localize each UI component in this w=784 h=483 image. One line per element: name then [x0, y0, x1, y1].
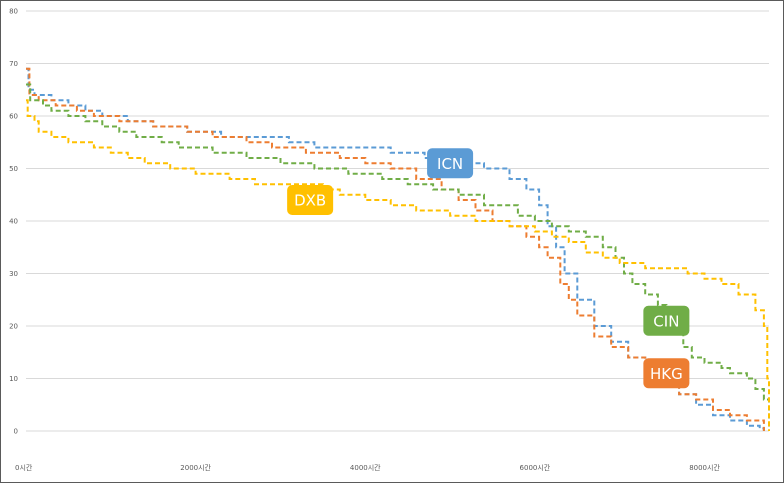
series-tag-box: [427, 148, 474, 179]
x-tick-label: 6000시간: [520, 463, 551, 472]
x-tick-label: 4000시간: [350, 463, 381, 472]
series-tag-cin: CIN: [643, 305, 690, 336]
grid-lines: [26, 10, 769, 432]
x-tick-label: 0시간: [15, 463, 33, 472]
series-tag-label: DXB: [294, 192, 326, 210]
x-tick-label: 2000시간: [180, 463, 211, 472]
y-tick-label: 50: [9, 165, 18, 173]
y-tick-label: 80: [9, 8, 18, 16]
y-tick-label: 20: [9, 323, 18, 331]
y-tick-label: 40: [9, 218, 18, 226]
series-tag-label: ICN: [437, 155, 463, 173]
series-tag-label: CIN: [653, 312, 679, 330]
y-axis-ticks: 0 10 20 30 40 50 60 70 80: [9, 8, 18, 436]
series-line-cin: [26, 83, 770, 431]
y-tick-label: 0: [14, 428, 18, 436]
x-axis-ticks: 0시간 2000시간 4000시간 6000시간 8000시간: [15, 463, 720, 472]
series-tag-dxb: DXB: [287, 185, 334, 215]
series-tag-label: HKG: [650, 365, 683, 383]
series-tag-hkg: HKG: [643, 358, 690, 389]
series-tag-icn: ICN: [427, 148, 474, 179]
series-tag-box: [643, 358, 690, 389]
y-tick-label: 10: [9, 375, 18, 383]
series-labels: ICN HKG CIN DXB: [287, 148, 690, 389]
y-tick-label: 70: [9, 60, 18, 68]
series-tag-box: [643, 305, 690, 336]
series-tag-box: [287, 185, 334, 215]
y-tick-label: 30: [9, 270, 18, 278]
x-tick-label: 8000시간: [689, 463, 720, 472]
y-tick-label: 60: [9, 113, 18, 121]
series-line-dxb: [26, 99, 770, 431]
